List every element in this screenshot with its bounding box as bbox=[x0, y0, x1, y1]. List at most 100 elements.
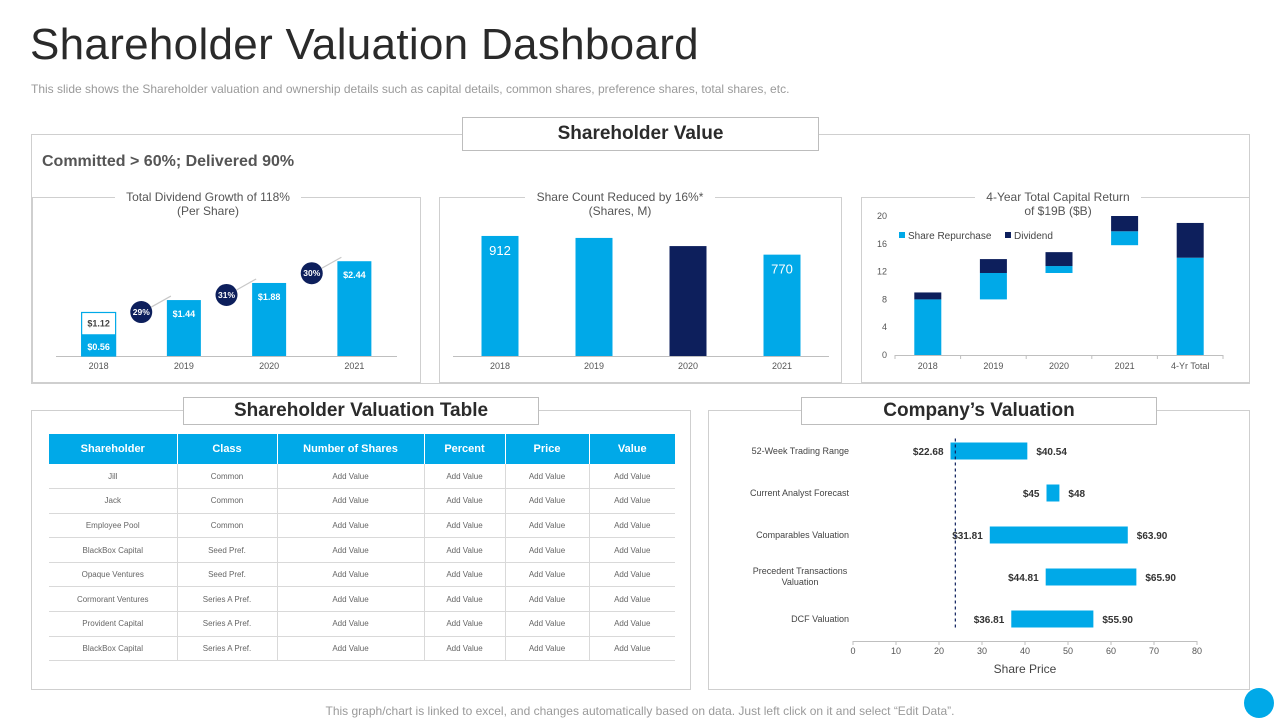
category-label: Precedent Transactions bbox=[753, 566, 848, 576]
category-label: DCF Valuation bbox=[791, 614, 849, 624]
bar-value-label: 912 bbox=[489, 243, 511, 258]
growth-badge bbox=[130, 301, 153, 324]
page-title: Shareholder Valuation Dashboard bbox=[30, 20, 699, 69]
y-tick-label: 0 bbox=[882, 350, 887, 360]
bar bbox=[337, 261, 372, 356]
outline-bar-label: $1.12 bbox=[87, 318, 110, 328]
range-bar bbox=[950, 442, 1028, 460]
category-label: 52-Week Trading Range bbox=[752, 446, 849, 456]
stacked-segment bbox=[1111, 216, 1139, 232]
capital-return-chart: 0 4 8 12 16 20 2018 2019 2020 2021 4-Yr Total Share… bbox=[877, 211, 1224, 371]
bar-value-label: $0.56 bbox=[87, 342, 110, 352]
dividend-chart-title-line1: Total Dividend Growth of 118% bbox=[126, 190, 290, 204]
table-cell: Add Value bbox=[277, 562, 425, 588]
table-cell: Seed Pref. bbox=[177, 537, 278, 563]
y-tick-label: 8 bbox=[882, 294, 887, 304]
y-tick-label: 16 bbox=[877, 239, 887, 249]
bar bbox=[669, 246, 707, 356]
x-tick-label: 2020 bbox=[678, 361, 698, 371]
x-tick-label: 2021 bbox=[344, 361, 364, 371]
share-count-chart: 912 2018 2019 2020 770 2021 bbox=[453, 235, 829, 371]
x-tick-label: 2021 bbox=[772, 361, 792, 371]
x-tick-label: 60 bbox=[1106, 646, 1116, 656]
range-bar bbox=[989, 526, 1128, 544]
valuation-table: Shareholder Class Number of Shares Perce… bbox=[49, 434, 675, 662]
category-label: Valuation bbox=[782, 577, 819, 587]
col-header-shareholder: Shareholder bbox=[49, 434, 178, 464]
table-cell: Series A Pref. bbox=[177, 611, 278, 637]
table-row: Cormorant Ventures Series A Pref. Add Valu… bbox=[49, 586, 675, 613]
stacked-segment bbox=[979, 272, 1007, 300]
legend-swatch bbox=[899, 232, 905, 238]
stacked-segment bbox=[1111, 231, 1139, 246]
legend-label: Dividend bbox=[1014, 231, 1053, 242]
table-cell: Series A Pref. bbox=[177, 586, 278, 613]
table-cell: Common bbox=[177, 513, 278, 539]
x-tick-label: 2018 bbox=[89, 361, 109, 371]
table-cell: Add Value bbox=[424, 464, 506, 490]
table-cell: Cormorant Ventures bbox=[49, 586, 178, 613]
committed-text: Committed > 60%; Delivered 90% bbox=[42, 153, 295, 170]
stacked-segment bbox=[979, 259, 1007, 273]
range-bar bbox=[1045, 568, 1137, 586]
range-bar bbox=[1011, 610, 1094, 628]
corner-dot bbox=[1244, 688, 1274, 718]
growth-label: 30% bbox=[303, 268, 320, 278]
col-header-class: Class bbox=[177, 434, 278, 464]
table-row: Jill Common Add Value Add Value Add Value Add… bbox=[49, 464, 675, 490]
table-cell: Add Value bbox=[589, 513, 675, 539]
stacked-segment bbox=[914, 299, 942, 355]
table-cell: Add Value bbox=[277, 513, 425, 539]
bar bbox=[81, 334, 116, 356]
bar bbox=[252, 282, 287, 356]
x-tick-label: 0 bbox=[850, 646, 855, 656]
table-cell: Series A Pref. bbox=[177, 636, 278, 662]
col-header-value: Value bbox=[589, 434, 675, 464]
range-low-label: $36.81 bbox=[974, 615, 1005, 626]
bar bbox=[481, 235, 519, 356]
range-high-label: $48 bbox=[1068, 489, 1085, 500]
bar-value-label: $1.44 bbox=[173, 309, 196, 319]
share-count-title-line2: (Shares, M) bbox=[588, 204, 652, 218]
table-cell: Add Value bbox=[589, 636, 675, 662]
table-cell: Seed Pref. bbox=[177, 562, 278, 588]
bar bbox=[575, 237, 613, 356]
table-row: Employee Pool Common Add Value Add Value Add… bbox=[49, 513, 675, 539]
table-cell: Add Value bbox=[589, 537, 675, 563]
x-tick-label: 2021 bbox=[1115, 361, 1135, 371]
table-row: Jack Common Add Value Add Value Add Value Add… bbox=[49, 488, 675, 514]
table-cell: Add Value bbox=[505, 611, 590, 637]
range-high-label: $63.90 bbox=[1137, 531, 1168, 542]
table-cell: Add Value bbox=[505, 488, 590, 514]
x-tick-label: 2018 bbox=[490, 361, 510, 371]
table-cell: Add Value bbox=[505, 586, 590, 613]
x-tick-label: 30 bbox=[977, 646, 987, 656]
bar bbox=[763, 254, 801, 356]
growth-badge bbox=[215, 283, 238, 306]
category-label: Current Analyst Forecast bbox=[750, 488, 850, 498]
table-cell: Add Value bbox=[424, 611, 506, 637]
table-cell: Common bbox=[177, 464, 278, 490]
table-cell: Jack bbox=[49, 488, 178, 514]
table-row: Provident Capital Series A Pref. Add Value… bbox=[49, 611, 675, 637]
table-cell: Add Value bbox=[277, 537, 425, 563]
table-cell: Add Value bbox=[277, 488, 425, 514]
growth-label: 29% bbox=[133, 307, 150, 317]
table-cell: Add Value bbox=[589, 464, 675, 490]
footer-note: This graph/chart is linked to excel, and… bbox=[325, 704, 955, 718]
table-cell: Add Value bbox=[505, 562, 590, 588]
col-header-price: Price bbox=[505, 434, 590, 464]
table-row: BlackBox Capital Seed Pref. Add Value Add V… bbox=[49, 537, 675, 563]
x-tick-label: 2019 bbox=[174, 361, 194, 371]
table-cell: BlackBox Capital bbox=[49, 636, 178, 662]
x-tick-label: 2018 bbox=[918, 361, 938, 371]
x-tick-label: 20 bbox=[934, 646, 944, 656]
growth-arrow bbox=[236, 278, 257, 291]
range-bar bbox=[1046, 484, 1060, 502]
table-cell: Add Value bbox=[424, 513, 506, 539]
shareholder-value-title: Shareholder Value bbox=[462, 117, 819, 151]
table-cell: Add Value bbox=[424, 636, 506, 662]
table-cell: Opaque Ventures bbox=[49, 562, 178, 588]
stacked-segment bbox=[1045, 266, 1073, 273]
y-tick-label: 12 bbox=[877, 267, 887, 277]
